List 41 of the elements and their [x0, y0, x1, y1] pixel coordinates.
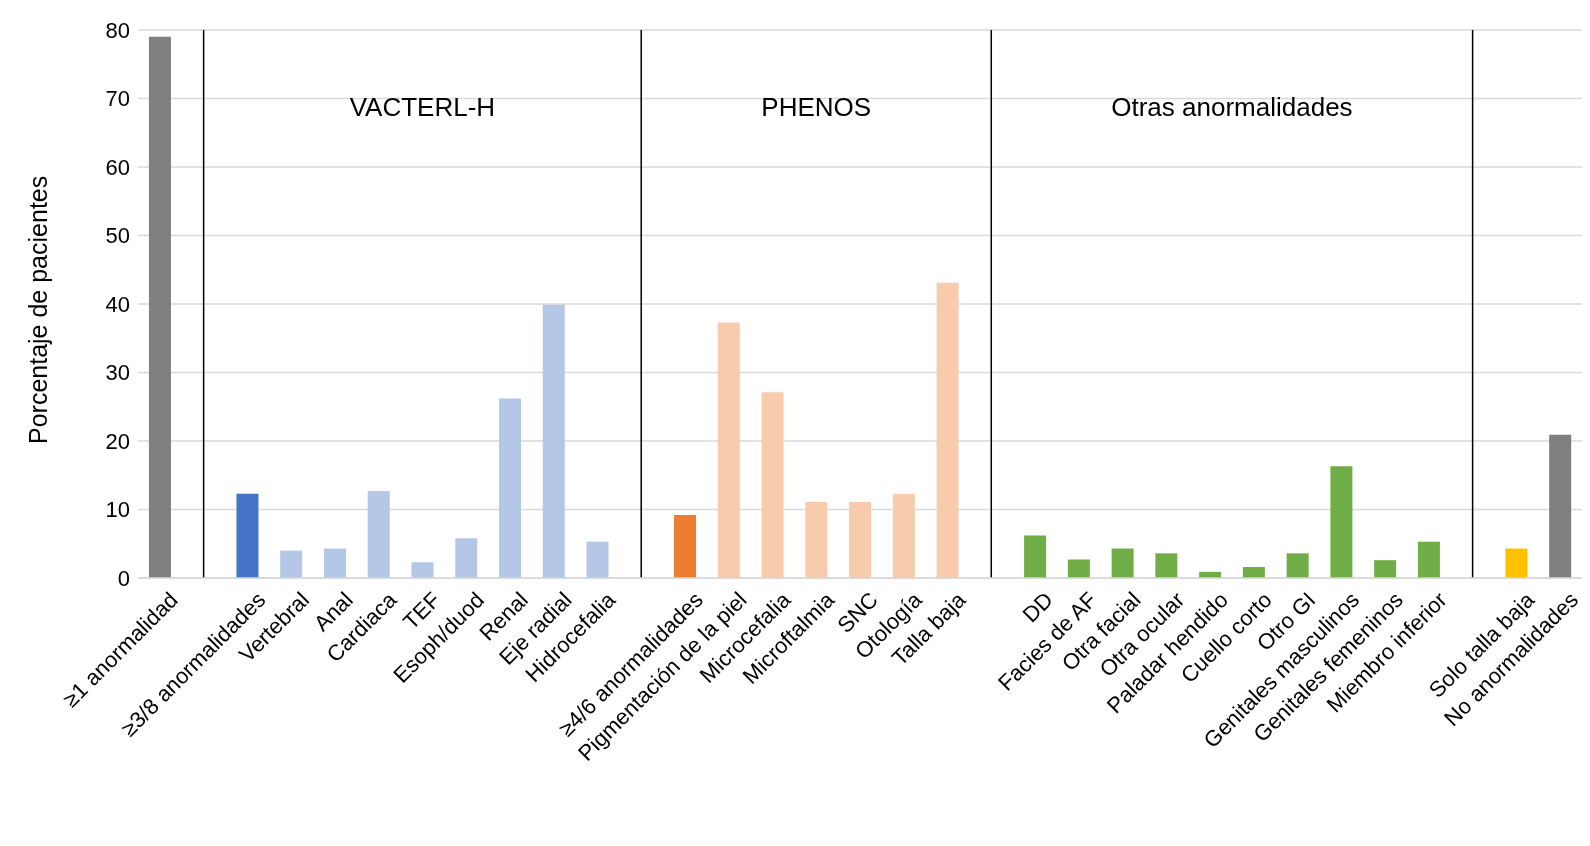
bar [367, 491, 390, 578]
bar [148, 36, 171, 578]
y-tick-label: 60 [105, 154, 130, 180]
annotation: Otras anormalidades [1111, 92, 1353, 123]
bar [674, 514, 697, 578]
bar [1111, 548, 1134, 578]
bar [761, 392, 784, 578]
y-tick-label: 80 [105, 17, 130, 43]
bar [236, 493, 259, 578]
bar [1024, 535, 1047, 578]
bar [542, 304, 565, 578]
y-tick-label: 30 [105, 360, 130, 386]
bar [1155, 553, 1178, 578]
bar [323, 548, 346, 578]
annotation: PHENOS [761, 92, 872, 123]
bar [1505, 548, 1528, 578]
bar [717, 322, 740, 578]
y-tick-label: 20 [105, 428, 130, 454]
bar [892, 493, 915, 578]
bar [455, 538, 478, 578]
annotation: VACTERL-H [349, 92, 496, 123]
bar [849, 501, 872, 578]
y-tick-label: 0 [117, 565, 130, 591]
y-tick-label: 70 [105, 86, 130, 112]
bar [280, 550, 303, 578]
bar [1286, 553, 1309, 578]
bar [805, 501, 828, 578]
bar [411, 562, 434, 578]
bar [586, 541, 609, 578]
bar [936, 282, 959, 578]
bar [1067, 559, 1090, 578]
y-tick-label: 50 [105, 223, 130, 249]
bar [1330, 466, 1353, 578]
bar [1242, 567, 1265, 578]
bar [1417, 541, 1440, 578]
y-tick-label: 10 [105, 497, 130, 523]
bar [499, 398, 521, 578]
bar [1374, 560, 1397, 578]
y-axis-title: Porcentaje de pacientes [23, 175, 52, 444]
bar [1549, 434, 1572, 578]
y-tick-label: 40 [105, 291, 130, 317]
